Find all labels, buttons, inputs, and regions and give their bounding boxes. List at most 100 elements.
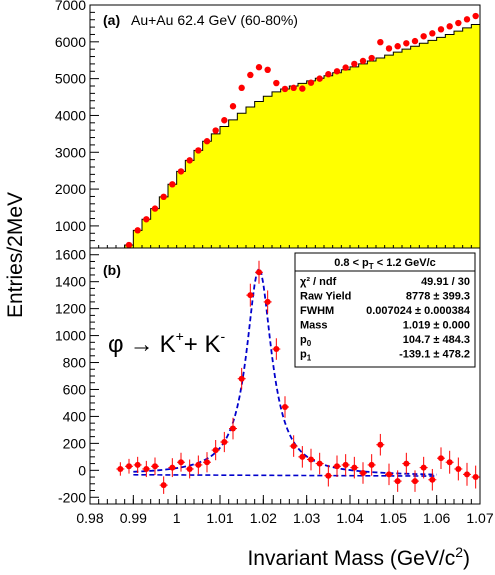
data-point (221, 439, 228, 446)
data-point (437, 26, 445, 33)
background-fit-line (133, 473, 437, 477)
x-tick-label: 0.99 (120, 510, 147, 526)
data-point (125, 241, 133, 249)
data-point (273, 79, 280, 87)
y-tick-label: 5000 (55, 71, 86, 87)
data-point (359, 57, 367, 65)
data-point (316, 460, 323, 467)
data-point (429, 476, 436, 483)
data-point (333, 68, 341, 75)
data-point (212, 447, 219, 454)
data-point (394, 478, 401, 485)
data-point (299, 85, 306, 92)
breit-wigner-fit-curve (133, 266, 437, 476)
x-tick-label: 1.01 (206, 510, 233, 526)
panel-b-points (116, 260, 480, 494)
data-point (377, 38, 384, 46)
data-point (351, 60, 358, 68)
fit-row-label: Mass (300, 320, 328, 332)
data-point (134, 227, 141, 234)
data-point (178, 459, 184, 466)
data-point (334, 463, 340, 470)
panel-b: -200 0 200 400 600 800 1000 1200 1400 1600 0.98 0.9… (55, 247, 494, 526)
y-tick-label: 1600 (55, 247, 86, 263)
data-point (368, 461, 375, 468)
x-tick-label: 1 (173, 510, 181, 526)
data-point (152, 463, 158, 470)
y-tick-label: 1400 (55, 274, 86, 290)
data-point (429, 30, 436, 37)
fit-row-label: χ² / ndf (300, 276, 337, 288)
y-tick-label: 1000 (55, 328, 86, 344)
y-tick-label: 1200 (55, 301, 86, 317)
data-point (186, 157, 193, 164)
data-point (195, 461, 202, 468)
fit-box-title: 0.8 < pT < 1.2 GeV/c (334, 257, 436, 271)
fit-row-label: p0 (300, 334, 312, 348)
data-point (169, 181, 176, 188)
data-point (438, 455, 444, 462)
data-point (169, 464, 176, 471)
panel-a: 1000 2000 3000 4000 5000 6000 7000 (a) Au+Au 6… (55, 0, 481, 249)
data-point (455, 465, 462, 472)
data-point (238, 375, 245, 382)
fit-row-value: -139.1 ± 478.2 (399, 349, 470, 361)
data-point (160, 193, 167, 201)
y-tick-label: 400 (63, 408, 87, 424)
data-point (204, 459, 210, 466)
data-point (238, 84, 245, 92)
y-tick-label: 7000 (55, 0, 86, 13)
panel-a-points (125, 12, 479, 249)
x-tick-label: 1.02 (250, 510, 277, 526)
data-point (342, 461, 349, 468)
panel-a-annotation: Au+Au 62.4 GeV (60-80%) (131, 12, 298, 28)
data-point (420, 33, 427, 40)
data-point (472, 12, 479, 20)
fit-row-label: p1 (300, 349, 312, 363)
data-point (386, 471, 392, 478)
data-point (160, 482, 167, 489)
data-point (290, 443, 297, 450)
data-point (177, 168, 185, 175)
data-point (351, 464, 358, 471)
data-point (230, 425, 236, 432)
data-point (368, 54, 375, 62)
data-point (255, 64, 263, 71)
data-point (221, 117, 228, 124)
data-point (463, 16, 471, 23)
data-point (281, 85, 289, 93)
data-point (126, 463, 132, 470)
data-point (308, 456, 314, 463)
y-tick-label: 600 (63, 381, 87, 397)
data-point (247, 71, 254, 79)
data-point (325, 71, 332, 78)
data-point (325, 472, 332, 479)
data-point (273, 346, 280, 353)
x-axis-label: Invariant Mass (GeV/c2) (247, 544, 470, 570)
data-point (394, 43, 401, 50)
y-tick-label: -200 (58, 489, 86, 505)
mixed-event-histogram (124, 24, 481, 249)
fit-row-value: 8778 ± 399.3 (406, 291, 470, 303)
y-tick-label: 3000 (55, 144, 86, 160)
data-point (264, 66, 271, 74)
fit-row-value: 104.7 ± 484.3 (403, 334, 470, 346)
data-point (143, 216, 150, 223)
data-point (151, 205, 159, 212)
fit-row-label: Raw Yield (300, 291, 351, 303)
y-tick-label: 1000 (55, 218, 86, 234)
panel-a-label: (a) (103, 12, 120, 28)
fit-row-value: 1.019 ± 0.000 (403, 320, 470, 332)
x-tick-label: 1.03 (293, 510, 320, 526)
data-point (377, 441, 384, 448)
y-tick-label: 0 (78, 462, 86, 478)
y-tick-label: 2000 (55, 181, 86, 197)
data-point (307, 79, 315, 86)
data-point (229, 103, 237, 110)
data-point (455, 19, 462, 27)
data-point (195, 147, 202, 154)
y-tick-label: 4000 (55, 107, 86, 123)
x-tick-label: 0.98 (76, 510, 103, 526)
data-point (299, 453, 306, 460)
